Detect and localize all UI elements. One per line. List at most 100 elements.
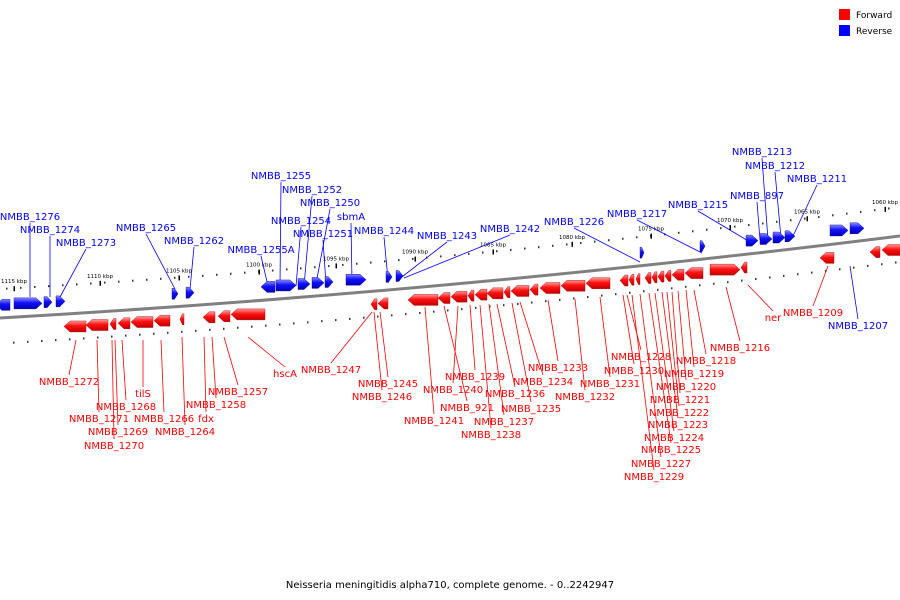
gene-label-nmbb-1227[interactable]: NMBB_1227 [631, 459, 691, 470]
forward-gene-arrow[interactable] [529, 283, 539, 296]
gene-label-nmbb-1207[interactable]: NMBB_1207 [828, 321, 888, 332]
forward-gene-arrow[interactable] [635, 273, 641, 285]
gene-label-nmbb-1236[interactable]: NMBB_1236 [485, 389, 545, 400]
forward-gene-arrow[interactable] [217, 310, 231, 322]
forward-gene-arrow[interactable] [370, 298, 378, 310]
reverse-gene-arrow[interactable] [784, 230, 796, 242]
forward-gene-arrow[interactable] [63, 320, 87, 333]
gene-label-nmbb-1232[interactable]: NMBB_1232 [555, 392, 615, 403]
gene-label-nmbb-1251[interactable]: NMBB_1251 [293, 229, 353, 240]
gene-label-ner[interactable]: ner [765, 313, 782, 324]
forward-gene-arrow[interactable] [560, 280, 586, 292]
gene-label-nmbb-1268[interactable]: NMBB_1268 [96, 402, 156, 413]
gene-label-nmbb-1235[interactable]: NMBB_1235 [501, 404, 561, 415]
gene-label-nmbb-1231[interactable]: NMBB_1231 [580, 379, 640, 390]
gene-label-nmbb-1228[interactable]: NMBB_1228 [611, 352, 671, 363]
gene-label-nmbb-1233[interactable]: NMBB_1233 [528, 363, 588, 374]
forward-gene-arrow[interactable] [85, 319, 109, 331]
reverse-gene-arrow[interactable] [829, 224, 849, 237]
gene-label-nmbb-1252[interactable]: NMBB_1252 [282, 185, 342, 196]
reverse-gene-arrow[interactable] [55, 295, 66, 308]
reverse-gene-arrow[interactable] [385, 271, 393, 283]
forward-gene-arrow[interactable] [230, 308, 266, 321]
forward-gene-arrow[interactable] [671, 269, 685, 281]
forward-gene-arrow[interactable] [819, 252, 835, 264]
forward-gene-arrow[interactable] [657, 270, 665, 283]
forward-gene-arrow[interactable] [869, 246, 881, 258]
reverse-gene-arrow[interactable] [13, 297, 43, 310]
reverse-gene-arrow[interactable] [185, 286, 195, 299]
reverse-gene-arrow[interactable] [0, 299, 11, 311]
gene-label-nmbb-1271[interactable]: NMBB_1271 [69, 414, 129, 425]
gene-label-nmbb-1250[interactable]: NMBB_1250 [300, 198, 360, 209]
gene-label-nmbb-1257[interactable]: NMBB_1257 [208, 387, 268, 398]
gene-label-nmbb-1270[interactable]: NMBB_1270 [84, 441, 144, 452]
reverse-gene-arrow[interactable] [745, 234, 759, 247]
forward-gene-arrow[interactable] [474, 288, 488, 301]
gene-label-nmbb-1224[interactable]: NMBB_1224 [644, 433, 704, 444]
gene-label-nmbb-897[interactable]: NMBB_897 [730, 191, 784, 202]
reverse-gene-arrow[interactable] [297, 278, 311, 290]
forward-gene-arrow[interactable] [179, 313, 185, 325]
gene-label-sbma[interactable]: sbmA [337, 212, 365, 223]
gene-label-nmbb-1213[interactable]: NMBB_1213 [732, 147, 792, 158]
gene-label-hsca[interactable]: hscA [273, 369, 297, 380]
gene-label-nmbb-1244[interactable]: NMBB_1244 [354, 226, 414, 237]
forward-gene-arrow[interactable] [619, 274, 629, 287]
gene-label-nmbb-1272[interactable]: NMBB_1272 [39, 377, 99, 388]
forward-gene-arrow[interactable] [467, 289, 475, 302]
gene-label-nmbb-1276[interactable]: NMBB_1276 [0, 212, 60, 223]
gene-label-nmbb-1218[interactable]: NMBB_1218 [676, 356, 736, 367]
reverse-gene-arrow[interactable] [772, 231, 786, 244]
gene-label-nmbb-1229[interactable]: NMBB_1229 [624, 472, 684, 483]
gene-label-nmbb-921[interactable]: NMBB_921 [440, 403, 494, 414]
gene-label-nmbb-1230[interactable]: NMBB_1230 [604, 366, 664, 377]
gene-label-nmbb-1212[interactable]: NMBB_1212 [745, 161, 805, 172]
gene-label-nmbb-1215[interactable]: NMBB_1215 [668, 200, 728, 211]
reverse-gene-arrow[interactable] [260, 281, 276, 293]
reverse-gene-arrow[interactable] [275, 279, 297, 292]
forward-gene-arrow[interactable] [740, 261, 748, 274]
gene-label-nmbb-1262[interactable]: NMBB_1262 [164, 236, 224, 247]
gene-label-nmbb-1209[interactable]: NMBB_1209 [783, 308, 843, 319]
gene-label-nmbb-1274[interactable]: NMBB_1274 [20, 225, 80, 236]
forward-gene-arrow[interactable] [153, 314, 171, 327]
reverse-gene-arrow[interactable] [171, 288, 179, 300]
forward-gene-arrow[interactable] [644, 272, 652, 284]
forward-gene-arrow[interactable] [585, 277, 611, 289]
gene-label-nmbb-1220[interactable]: NMBB_1220 [656, 382, 716, 393]
gene-label-nmbb-1247[interactable]: NMBB_1247 [301, 365, 361, 376]
forward-gene-arrow[interactable] [651, 271, 658, 284]
forward-gene-arrow[interactable] [202, 311, 216, 324]
forward-gene-arrow[interactable] [486, 287, 504, 300]
reverse-gene-arrow[interactable] [759, 233, 773, 245]
gene-label-nmbb-1245[interactable]: NMBB_1245 [358, 379, 418, 390]
forward-gene-arrow[interactable] [109, 318, 117, 330]
gene-label-nmbb-1255a[interactable]: NMBB_1255A [227, 245, 294, 256]
reverse-gene-arrow[interactable] [345, 274, 367, 286]
gene-label-nmbb-1255[interactable]: NMBB_1255 [251, 171, 311, 182]
forward-gene-arrow[interactable] [117, 317, 131, 329]
gene-label-nmbb-1219[interactable]: NMBB_1219 [664, 369, 724, 380]
forward-gene-arrow[interactable] [377, 297, 389, 310]
gene-label-nmbb-1217[interactable]: NMBB_1217 [607, 209, 667, 220]
reverse-gene-arrow[interactable] [639, 246, 645, 259]
forward-gene-arrow[interactable] [503, 286, 511, 298]
gene-label-nmbb-1240[interactable]: NMBB_1240 [423, 385, 483, 396]
forward-gene-arrow[interactable] [881, 244, 900, 256]
reverse-gene-arrow[interactable] [324, 276, 334, 288]
gene-label-tils[interactable]: tilS [135, 389, 151, 400]
gene-label-nmbb-1246[interactable]: NMBB_1246 [352, 392, 412, 403]
reverse-gene-arrow[interactable] [395, 270, 404, 282]
gene-label-nmbb-1258[interactable]: NMBB_1258 [186, 400, 246, 411]
reverse-gene-arrow[interactable] [43, 296, 53, 308]
gene-label-nmbb-1265[interactable]: NMBB_1265 [116, 223, 176, 234]
gene-label-nmbb-1216[interactable]: NMBB_1216 [710, 343, 770, 354]
reverse-gene-arrow[interactable] [699, 240, 706, 252]
gene-label-nmbb-1254[interactable]: NMBB_1254 [271, 216, 331, 227]
forward-gene-arrow[interactable] [407, 294, 439, 306]
forward-gene-arrow[interactable] [684, 267, 704, 279]
reverse-gene-arrow[interactable] [849, 222, 865, 234]
gene-label-nmbb-1237[interactable]: NMBB_1237 [474, 417, 534, 428]
gene-label-nmbb-1234[interactable]: NMBB_1234 [513, 377, 573, 388]
